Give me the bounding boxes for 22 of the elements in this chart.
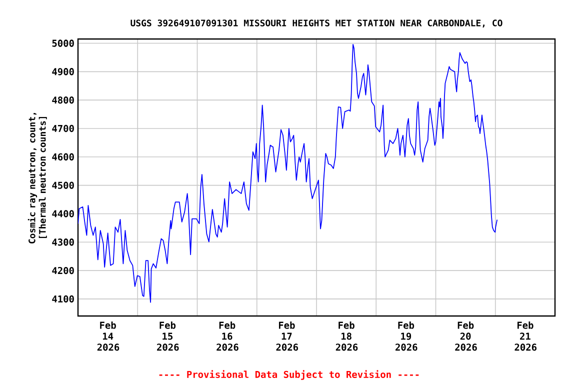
x-tick-label: Feb 18 2026: [336, 322, 358, 351]
y-tick-label: 4900: [52, 68, 74, 76]
x-tick-label: Feb 14 2026: [97, 322, 120, 351]
y-tick-label: 4700: [52, 124, 74, 132]
x-tick-label: Feb 19 2026: [396, 322, 418, 351]
y-tick-label: 4100: [52, 295, 74, 303]
y-tick-label: 4200: [52, 266, 74, 274]
x-tick-label: Feb 20 2026: [455, 322, 477, 351]
y-tick-label: 4300: [52, 238, 74, 246]
y-axis-title: Cosmic ray neutron, count, [Thermal neutron counts]: [28, 112, 47, 244]
chart-title: USGS 392649107091301 MISSOURI HEIGHTS MET STATION NEAR CARBONDALE, CO: [130, 20, 502, 28]
y-tick-label: 4800: [52, 96, 74, 104]
y-tick-label: 4400: [52, 210, 74, 218]
x-tick-label: Feb 15 2026: [157, 322, 179, 351]
y-tick-label: 4500: [52, 182, 74, 189]
text: ---- Provisional Data Subject to Revision ----: [159, 370, 419, 380]
y-tick-label: 4600: [52, 153, 74, 160]
x-tick-label: Feb 16 2026: [216, 322, 238, 351]
line-series: [78, 44, 498, 303]
y-tick-label: 5000: [52, 40, 74, 47]
x-tick-label: Feb 21 2026: [514, 322, 537, 351]
x-tick-label: Feb 17 2026: [276, 322, 298, 351]
